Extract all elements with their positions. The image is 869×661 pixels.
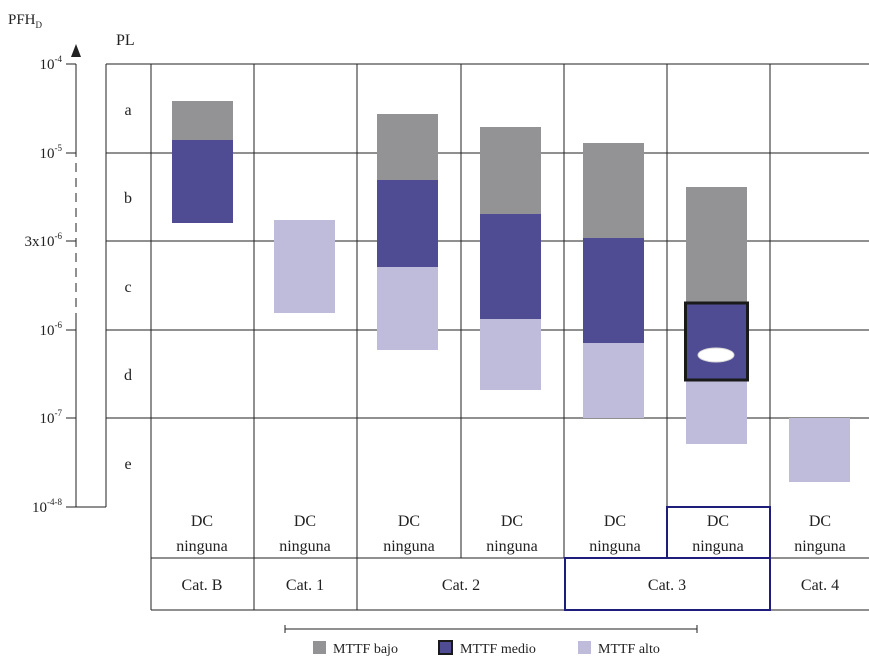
bar-col4-bajo (480, 127, 541, 214)
bar-col4-alto (480, 319, 541, 390)
pl-level-e: e (124, 456, 131, 473)
bar-col1-bajo (172, 101, 233, 140)
bar-col2-alto (274, 220, 335, 313)
category-label-4: Cat. 4 (801, 577, 839, 594)
dc-labels: DC ninguna DC ninguna DC ninguna DC ning… (176, 513, 846, 555)
pl-title: PL (116, 32, 135, 49)
legend-label-medio: MTTF medio (460, 642, 536, 657)
y-axis-arrow-icon (71, 44, 81, 57)
bar-col3-medio (377, 180, 438, 267)
legend-swatch-alto (578, 641, 591, 654)
bar-col6-medio-highlighted (684, 301, 749, 382)
dc-label: DC (707, 513, 729, 530)
pl-level-d: d (124, 367, 132, 384)
dc-label: DC (398, 513, 420, 530)
legend-label-bajo: MTTF bajo (333, 642, 398, 657)
pl-level-a: a (124, 102, 131, 119)
dc-label: DC (294, 513, 316, 530)
category-label-2: Cat. 2 (442, 577, 480, 594)
legend-swatch-bajo (313, 641, 326, 654)
mttf-bars (172, 101, 850, 482)
dc-label: DC (604, 513, 626, 530)
bar-col7-alto (789, 418, 850, 482)
dc-value: ninguna (279, 538, 331, 555)
bar-col6-bajo (686, 187, 747, 303)
category-label-1: Cat. 1 (286, 577, 324, 594)
y-axis-title: PFHD (8, 12, 43, 30)
pl-level-b: b (124, 190, 132, 207)
y-tick-labels: 10-4 10-5 3x10-6 10-6 10-7 10-4-8 (25, 54, 63, 516)
bar-col1-medio (172, 140, 233, 223)
legend-label-alto: MTTF alto (598, 642, 660, 657)
tick-label: 10-6 (40, 320, 63, 339)
dc-label: DC (501, 513, 523, 530)
bar-col5-medio (583, 238, 644, 343)
tick-label: 3x10-6 (25, 231, 63, 250)
bar-col3-alto (377, 267, 438, 350)
tick-label: 10-4 (40, 54, 63, 73)
dc-value: ninguna (486, 538, 538, 555)
bar-col5-bajo (583, 143, 644, 238)
category-labels: Cat. B Cat. 1 Cat. 2 Cat. 3 Cat. 4 (182, 577, 840, 594)
category-label-b: Cat. B (182, 577, 223, 594)
dc-value: ninguna (383, 538, 435, 555)
bar-col6-alto (686, 380, 747, 444)
dc-value: ninguna (176, 538, 228, 555)
dc-value: ninguna (692, 538, 744, 555)
tick-label: 10-7 (40, 408, 63, 427)
dc-value: ninguna (794, 538, 846, 555)
legend: MTTF bajo MTTF medio MTTF alto (284, 625, 698, 657)
bar-col4-medio (480, 214, 541, 319)
dc-label: DC (809, 513, 831, 530)
pl-level-c: c (124, 279, 131, 296)
cat3-highlight-box (564, 557, 771, 611)
tick-label: 10-4-8 (32, 497, 62, 516)
dc-value: ninguna (589, 538, 641, 555)
legend-swatch-medio (438, 640, 453, 655)
dc-label: DC (191, 513, 213, 530)
pl-levels: a b c d e (124, 102, 132, 473)
bar-col5-alto (583, 343, 644, 418)
y-axis (66, 44, 106, 508)
operating-point-marker (697, 347, 735, 363)
bar-col3-bajo (377, 114, 438, 180)
tick-label: 10-5 (40, 143, 63, 162)
category-label-3: Cat. 3 (648, 577, 686, 594)
